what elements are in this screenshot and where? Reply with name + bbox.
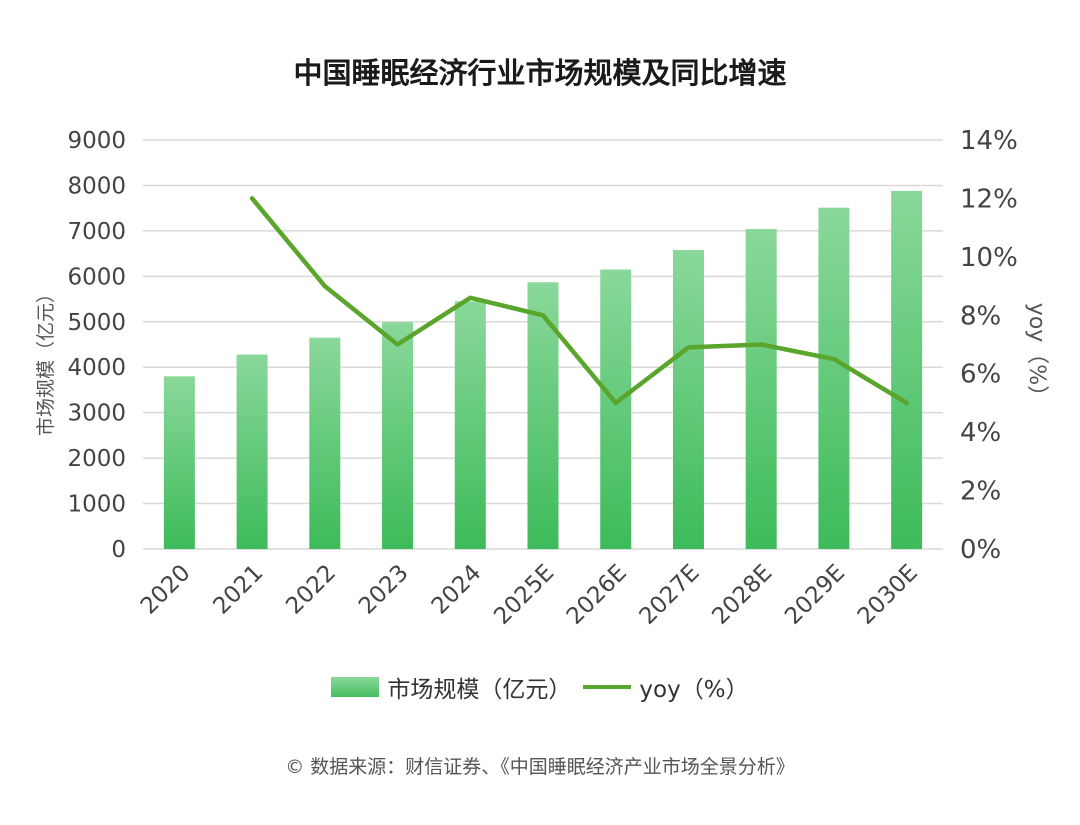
left-tick-label: 2000 xyxy=(67,446,126,472)
chart-title: 中国睡眠经济行业市场规模及同比增速 xyxy=(293,56,787,90)
right-tick-label: 0% xyxy=(960,535,1001,565)
bar xyxy=(309,337,341,549)
legend-line-swatch xyxy=(583,685,632,689)
right-axis: 0% 2% 4% 6% 8% 10% 12% 14% xyxy=(960,126,1018,565)
x-tick-label: 2020 xyxy=(136,560,196,620)
bar xyxy=(454,301,486,549)
left-tick-label: 7000 xyxy=(67,219,126,245)
x-tick-label: 2026E xyxy=(562,560,632,630)
bar xyxy=(382,322,414,549)
bar xyxy=(672,249,704,549)
legend-line-label: yoy（%） xyxy=(639,677,749,703)
source-note: © 数据来源：财信证券、《中国睡眠经济产业市场全景分析》 xyxy=(285,756,795,778)
right-tick-label: 12% xyxy=(960,184,1018,214)
left-axis: 0 1000 2000 3000 4000 5000 6000 7000 8000 9000 xyxy=(67,128,126,563)
right-tick-label: 2% xyxy=(960,477,1001,507)
x-tick-label: 2029E xyxy=(780,560,850,630)
bar xyxy=(600,269,632,549)
legend-item-bar: 市场规模（亿元） xyxy=(331,670,571,704)
right-tick-label: 8% xyxy=(960,301,1001,331)
legend-bar-swatch xyxy=(331,677,380,697)
left-tick-label: 0 xyxy=(111,537,126,563)
left-tick-label: 8000 xyxy=(67,173,126,199)
x-tick-label: 2025E xyxy=(489,560,559,630)
left-tick-label: 1000 xyxy=(67,492,126,518)
x-tick-label: 2028E xyxy=(707,560,777,630)
right-tick-label: 14% xyxy=(960,126,1018,156)
bar xyxy=(891,190,923,550)
bar xyxy=(818,207,850,549)
bar xyxy=(236,354,268,549)
line-series xyxy=(249,196,909,406)
x-axis: 2020 2021 2022 2023 2024 2025E 2026E 2027E 2028E… xyxy=(136,560,923,630)
legend: 市场规模（亿元） yoy（%） xyxy=(0,670,1080,704)
bar xyxy=(163,376,195,549)
x-tick-label: 2021 xyxy=(209,560,269,620)
x-tick-label: 2030E xyxy=(853,560,923,630)
left-tick-label: 6000 xyxy=(67,264,126,290)
right-tick-label: 6% xyxy=(960,360,1001,390)
left-axis-title: 市场规模（亿元） xyxy=(35,284,57,436)
x-tick-label: 2024 xyxy=(427,560,487,620)
right-tick-label: 4% xyxy=(960,418,1001,448)
right-axis-title: yoy（%） xyxy=(1024,303,1049,407)
x-tick-label: 2023 xyxy=(354,560,414,620)
left-tick-label: 5000 xyxy=(67,310,126,336)
right-tick-label: 10% xyxy=(960,243,1018,273)
left-tick-label: 3000 xyxy=(67,401,126,427)
bar-series xyxy=(163,190,923,550)
bar xyxy=(527,282,559,549)
x-tick-label: 2022 xyxy=(281,560,341,620)
left-tick-label: 4000 xyxy=(67,355,126,381)
bar xyxy=(745,229,777,549)
yoy-line xyxy=(249,196,909,406)
legend-item-line: yoy（%） xyxy=(583,670,749,704)
x-tick-label: 2027E xyxy=(635,560,705,630)
legend-bar-label: 市场规模（亿元） xyxy=(387,677,572,703)
left-tick-label: 9000 xyxy=(67,128,126,154)
